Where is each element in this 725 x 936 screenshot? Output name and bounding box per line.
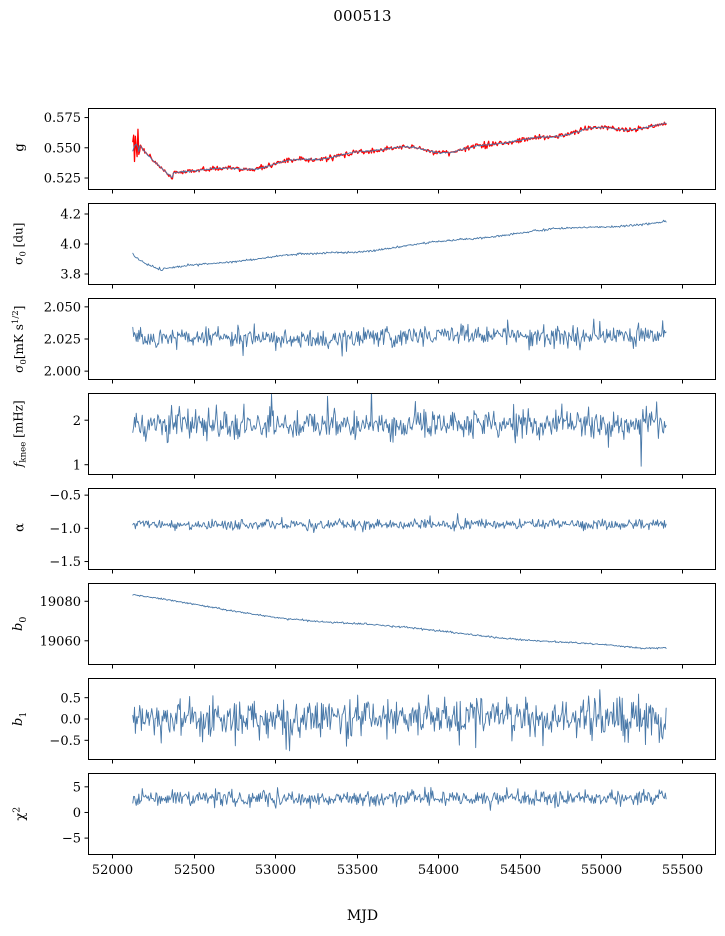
y-axis-label-sigma0-mK: σ0[mK s1/2] [10,305,30,373]
data-series-f-knee [132,394,667,467]
data-series-sigma0-mK [132,318,667,357]
axes-frame [88,203,716,285]
x-tick-label: 55500 [662,863,703,878]
y-tick-label: 19060 [40,634,81,649]
y-tick-label: −0.5 [49,489,81,504]
y-tick-label: −1.5 [49,555,81,570]
x-tick-label: 54000 [418,863,459,878]
plot-panel-chi2: −5 0 5 52000 52500 53000 53500 54000 54500 55000 5… [0,773,725,894]
x-tick-label: 53000 [255,863,296,878]
y-tick-label: 3.8 [60,268,81,283]
data-series-b0 [132,594,667,650]
data-series-alpha [132,513,667,534]
x-axis-label: MJD [346,908,379,924]
y-tick-label: 2.050 [44,300,81,315]
y-tick-label: 2 [73,414,81,429]
x-tick-label: 52500 [174,863,215,878]
y-axis-label-f-knee: fknee [mHz] [11,399,29,467]
figure-title: 000513 [333,7,392,25]
y-axis-label-sigma0-du: σ0 [du] [11,222,29,265]
data-series-g-model [132,122,667,178]
axes-frame [88,583,716,665]
data-series-sigma0-du [132,219,667,272]
y-axis-label-g-model: g [12,142,28,152]
y-tick-label: 0.575 [44,111,81,126]
y-tick-label: 2.025 [44,333,81,348]
axes-frame [88,108,716,190]
y-tick-label: 0.0 [60,713,81,728]
plot-panel-b1: −0.5 0.0 0.5 [0,678,725,799]
y-tick-label: 1 [73,458,81,473]
x-tick-label: 52000 [92,863,133,878]
y-tick-label: −5 [62,832,81,847]
y-tick-label: 0 [73,806,81,821]
y-tick-label: 0.550 [44,141,81,156]
y-axis-label-b0: b0 [11,616,29,631]
y-tick-label: 2.000 [44,365,81,380]
plot-panel-alpha: −1.5 −1.0 −0.5 [0,488,725,609]
data-series-chi2 [132,786,667,811]
y-axis-label-b1: b1 [11,711,29,726]
y-tick-label: −0.5 [49,734,81,749]
y-tick-label: 4.0 [60,238,81,253]
data-series-b1 [132,689,667,752]
y-tick-label: −1.0 [49,522,81,537]
axes-frame [88,488,716,570]
plot-panel-g-scatter: 0.525 0.550 0.575 [0,108,725,229]
x-tick-label: 53500 [337,863,378,878]
y-tick-label: 0.5 [60,691,81,706]
y-tick-label: 5 [73,780,81,795]
plot-panel-sigma0-mK: 2.000 2.025 2.050 [0,298,725,419]
y-tick-label: 4.2 [60,208,81,223]
y-tick-label: 0.525 [44,172,81,187]
y-tick-label: 19080 [40,595,81,610]
plot-panel-b0: 19060 19080 [0,583,725,704]
y-axis-label-alpha: α [12,522,28,532]
plot-panel-sigma0-du: 3.8 4.0 4.2 [0,203,725,324]
y-axis-label-chi2: χ2 [11,806,29,821]
axes-frame [88,393,716,475]
x-tick-label: 54500 [500,863,541,878]
x-tick-label: 55000 [581,863,622,878]
data-series-g-scatter [132,121,667,180]
axes-frame [88,773,716,855]
